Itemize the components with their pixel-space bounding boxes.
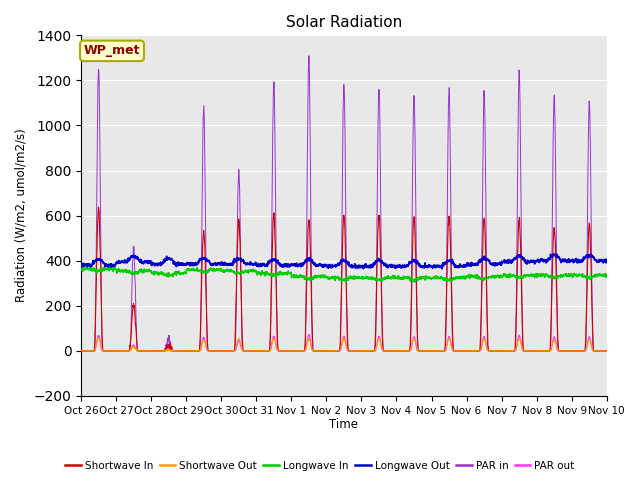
Title: Solar Radiation: Solar Radiation: [286, 15, 402, 30]
Y-axis label: Radiation (W/m2, umol/m2/s): Radiation (W/m2, umol/m2/s): [15, 129, 28, 302]
X-axis label: Time: Time: [330, 419, 358, 432]
Legend: Shortwave In, Shortwave Out, Longwave In, Longwave Out, PAR in, PAR out: Shortwave In, Shortwave Out, Longwave In…: [61, 456, 579, 475]
Text: WP_met: WP_met: [84, 44, 140, 57]
